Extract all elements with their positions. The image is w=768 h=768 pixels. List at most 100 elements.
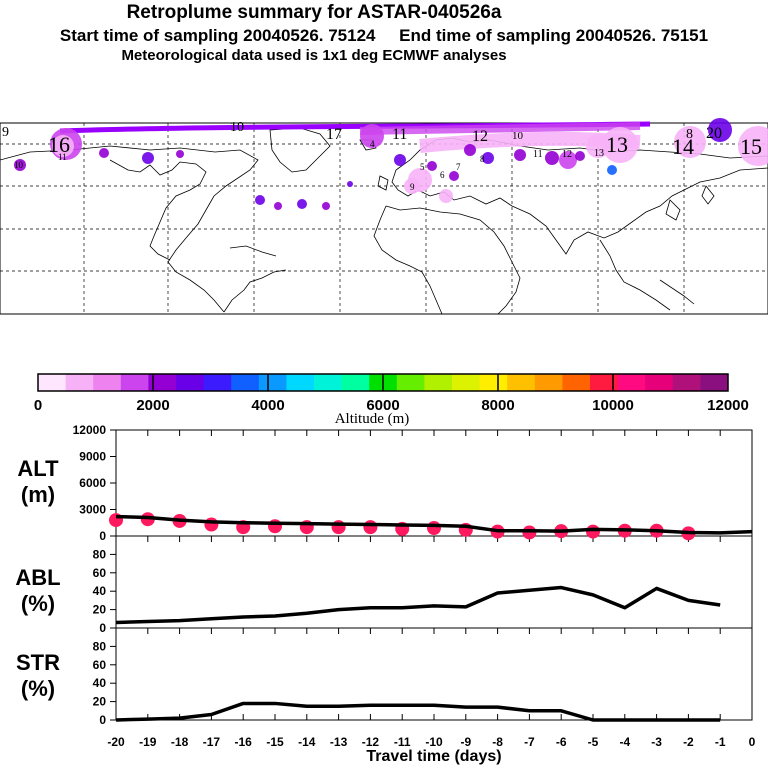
x-tick-label: -4 (619, 735, 630, 749)
colorbar-cell (396, 374, 425, 391)
plume-cluster (708, 118, 732, 142)
map-day-label: 12 (472, 128, 488, 145)
abl-panel-label: ABL (%) (8, 565, 68, 617)
colorbar-tick-label: 4000 (251, 397, 284, 414)
y-tick-label: 0 (99, 621, 106, 635)
met-data-note: Meteorological data used is 1x1 deg ECMW… (121, 47, 507, 64)
colorbar-cell (258, 374, 287, 391)
colorbar-cell (452, 374, 481, 391)
plume-cluster (514, 149, 526, 161)
x-tick-label: 0 (749, 735, 756, 749)
colorbar-cell (424, 374, 453, 391)
plume-cluster (464, 144, 476, 156)
plume-cluster (559, 151, 577, 169)
plume-cluster (176, 150, 184, 158)
map-day-label: 7 (456, 162, 461, 172)
plume-cluster (142, 152, 154, 164)
colorbar-cell (534, 374, 563, 391)
x-tick-label: -13 (330, 735, 348, 749)
plume-cluster (52, 135, 74, 157)
map-day-label: 15 (740, 134, 762, 159)
colorbar-cell (203, 374, 232, 391)
plume-cluster (255, 195, 265, 205)
plume-cluster (607, 165, 617, 175)
y-tick-label: 60 (93, 566, 107, 580)
colorbar-title: Altitude (m) (335, 411, 410, 427)
map-frame (0, 122, 768, 315)
x-tick-label: -6 (556, 735, 567, 749)
alt-marker (427, 521, 441, 536)
plume-cluster (394, 154, 406, 166)
map-day-label: 13 (594, 148, 604, 159)
map-panel: 9 16 10 17 11 12 13 8 14 20 15 10 11 12 … (0, 118, 768, 315)
plume-cluster (449, 171, 459, 181)
str-line (115, 701, 721, 722)
plume-cluster (404, 178, 420, 194)
plume-cluster (738, 126, 768, 166)
abl-unit: (%) (20, 591, 56, 616)
colorbar-cell (286, 374, 315, 391)
plume-cluster (427, 161, 437, 171)
y-tick-label: 12000 (73, 423, 107, 437)
alt-marker (363, 520, 378, 535)
colorbar-cell (65, 374, 94, 391)
colorbar-cell (314, 374, 343, 391)
plume-cluster (575, 151, 585, 161)
colorbar: 0 2000 4000 6000 8000 10000 12000 Altitude (m) (34, 373, 749, 427)
plume-layer (14, 118, 768, 210)
abl-label: ABL (15, 565, 61, 590)
x-tick-label: -18 (171, 735, 189, 749)
plume-cluster (274, 202, 282, 210)
x-tick-label: -11 (394, 735, 411, 749)
map-day-label: 10 (512, 130, 524, 142)
y-tick-label: 6000 (79, 476, 106, 490)
plume-cluster (439, 189, 453, 203)
map-day-label: 11 (392, 126, 407, 143)
plume-cluster (545, 151, 559, 165)
plume-cluster (14, 159, 26, 171)
map-day-label: 10 (14, 160, 24, 170)
map-day-label: 17 (326, 126, 342, 143)
map-day-label: 10 (230, 120, 244, 135)
colorbar-frame (37, 373, 729, 392)
alt-marker (586, 524, 600, 539)
map-day-label: 6 (440, 170, 445, 180)
colorbar-tick-label: 2000 (136, 397, 169, 414)
x-tick-label: -5 (588, 735, 599, 749)
map-day-label: 9 (2, 125, 9, 140)
alt-line (115, 514, 753, 535)
x-tick-label: -8 (492, 735, 503, 749)
map-day-label: 11 (58, 152, 67, 162)
sampling-times: Start time of sampling 20040526. 75124 E… (59, 26, 709, 45)
str-panel-label: STR (%) (8, 650, 68, 702)
y-tick-label: 20 (93, 603, 107, 617)
y-tick-label: 40 (93, 584, 107, 598)
colorbar-tick-label: 8000 (481, 397, 514, 414)
plume-band (359, 122, 641, 135)
y-tick-label: 60 (93, 658, 107, 672)
colorbar-cell (341, 374, 370, 391)
map-day-label: 14 (672, 134, 694, 159)
colorbar-cell (562, 374, 591, 391)
alt-unit: (m) (20, 482, 56, 507)
map-day-label: 8 (480, 154, 485, 164)
x-tick-label: -1 (715, 735, 726, 749)
chart-title: Retroplume summary for ASTAR-040526a (126, 2, 502, 23)
abl-frame (115, 535, 753, 629)
colorbar-cell (176, 374, 205, 391)
x-tick-label: -15 (266, 735, 284, 749)
plume-cluster (360, 124, 384, 148)
plume-cluster (99, 148, 109, 158)
x-tick-label: -19 (139, 735, 157, 749)
map-day-label: 4 (370, 139, 375, 149)
colorbar-cell (507, 374, 536, 391)
abl-line (115, 585, 721, 625)
colorbar-tick-label: 10000 (592, 397, 634, 414)
colorbar-cell (93, 374, 122, 391)
colorbar-tick-label: 6000 (366, 397, 399, 414)
x-tick-label: -10 (425, 735, 443, 749)
colorbar-cell (590, 374, 619, 391)
str-label: STR (16, 650, 60, 675)
